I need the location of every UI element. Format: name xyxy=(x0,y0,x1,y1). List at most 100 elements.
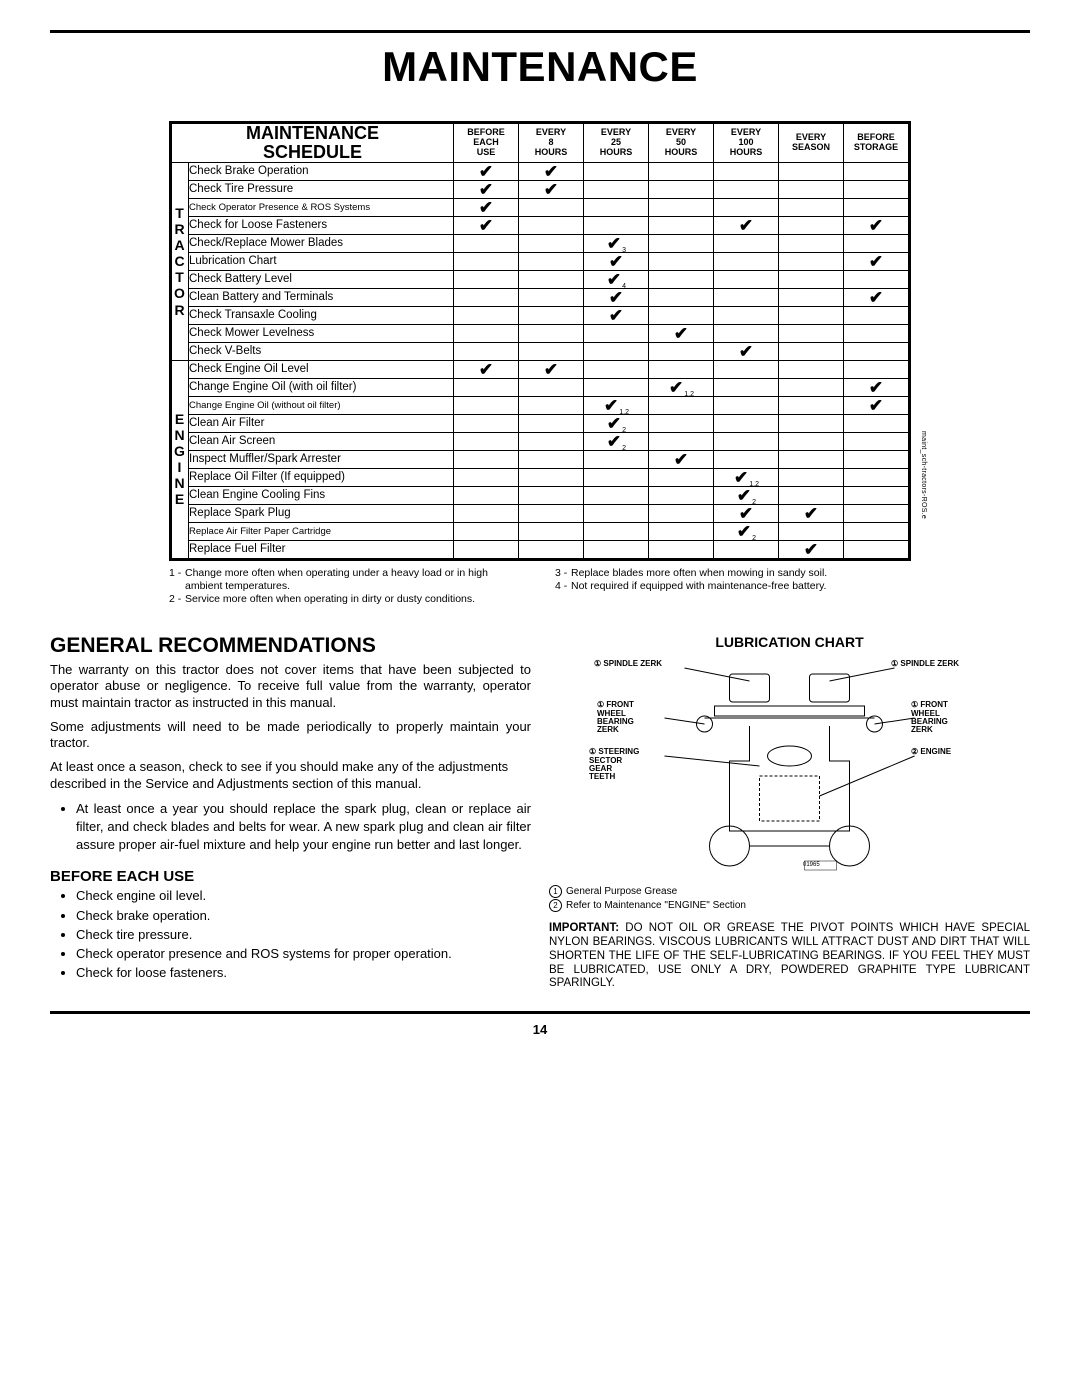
task-label: Replace Oil Filter (If equipped) xyxy=(189,468,454,486)
tick-cell xyxy=(519,252,584,270)
tick-cell xyxy=(844,198,910,216)
schedule-col-3: EVERY 50 HOURS xyxy=(649,123,714,163)
footnote: 3 -Replace blades more often when mowing… xyxy=(555,567,911,580)
tick-cell xyxy=(649,522,714,540)
footnotes-right: 3 -Replace blades more often when mowing… xyxy=(555,567,911,606)
tick-cell xyxy=(779,324,844,342)
table-row: Lubrication Chart✔✔ xyxy=(171,252,910,270)
tick-cell xyxy=(649,540,714,559)
tick-cell xyxy=(779,342,844,360)
table-row: Check Operator Presence & ROS Systems✔ xyxy=(171,198,910,216)
tick-cell: ✔ xyxy=(454,162,519,180)
tick-cell xyxy=(584,504,649,522)
table-footnotes: 1 -Change more often when operating unde… xyxy=(169,567,911,606)
lube-label-spindle-r: ① SPINDLE ZERK xyxy=(891,660,959,668)
task-label: Check Battery Level xyxy=(189,270,454,288)
task-label: Check Transaxle Cooling xyxy=(189,306,454,324)
before-use-heading: BEFORE EACH USE xyxy=(50,868,531,885)
tick-cell xyxy=(584,378,649,396)
tick-cell xyxy=(519,378,584,396)
tick-cell: ✔4 xyxy=(584,270,649,288)
tick-cell xyxy=(454,504,519,522)
tick-cell xyxy=(844,468,910,486)
table-row: Check Mower Levelness✔ xyxy=(171,324,910,342)
tick-cell xyxy=(584,522,649,540)
tick-cell xyxy=(649,486,714,504)
table-row: Change Engine Oil (with oil filter)✔1,2✔ xyxy=(171,378,910,396)
tick-cell xyxy=(584,198,649,216)
schedule-col-1: EVERY 8 HOURS xyxy=(519,123,584,163)
tick-cell: ✔ xyxy=(454,360,519,378)
table-row: Check Battery Level ✔4 xyxy=(171,270,910,288)
tick-cell xyxy=(649,360,714,378)
tick-cell xyxy=(779,414,844,432)
tick-cell xyxy=(649,504,714,522)
right-column: LUBRICATION CHART xyxy=(549,634,1030,991)
lube-label-steer: ① STEERING SECTOR GEAR TEETH xyxy=(589,748,639,782)
lube-label-engine: ② ENGINE xyxy=(911,748,951,756)
general-heading: GENERAL RECOMMENDATIONS xyxy=(50,634,531,658)
tick-cell xyxy=(779,270,844,288)
table-row: Inspect Muffler/Spark Arrester✔ xyxy=(171,450,910,468)
important-body: DO NOT OIL OR GREASE THE PIVOT POINTS WH… xyxy=(549,922,1030,989)
tick-cell xyxy=(779,252,844,270)
tick-cell xyxy=(454,522,519,540)
table-row: Replace Air Filter Paper Cartridge✔2 xyxy=(171,522,910,540)
general-p1: The warranty on this tractor does not co… xyxy=(50,662,531,711)
tick-cell xyxy=(844,162,910,180)
tick-cell xyxy=(519,540,584,559)
important-note: IMPORTANT: DO NOT OIL OR GREASE THE PIVO… xyxy=(549,922,1030,991)
tick-cell xyxy=(714,162,779,180)
tick-cell xyxy=(779,216,844,234)
tick-cell xyxy=(454,288,519,306)
footnote: 4 -Not required if equipped with mainten… xyxy=(555,580,911,593)
task-label: Lubrication Chart xyxy=(189,252,454,270)
tick-cell xyxy=(584,180,649,198)
tick-cell: ✔1,2 xyxy=(714,468,779,486)
tick-cell xyxy=(714,180,779,198)
task-label: Change Engine Oil (without oil filter) xyxy=(189,396,454,414)
tick-cell xyxy=(779,162,844,180)
tick-cell xyxy=(454,450,519,468)
tick-cell: ✔ xyxy=(454,180,519,198)
before-use-list: Check engine oil level.Check brake opera… xyxy=(50,887,531,982)
tick-cell: ✔2 xyxy=(584,432,649,450)
tick-cell xyxy=(584,324,649,342)
task-label: Check Operator Presence & ROS Systems xyxy=(189,198,454,216)
tick-cell: ✔ xyxy=(649,450,714,468)
tick-cell xyxy=(714,540,779,559)
tick-cell xyxy=(714,252,779,270)
category-label: TRACTOR xyxy=(171,162,189,360)
tick-cell xyxy=(714,270,779,288)
task-label: Check Engine Oil Level xyxy=(189,360,454,378)
tick-cell xyxy=(714,396,779,414)
tick-cell xyxy=(779,522,844,540)
tick-cell xyxy=(779,432,844,450)
task-label: Check/Replace Mower Blades xyxy=(189,234,454,252)
table-row: Replace Fuel Filter✔ xyxy=(171,540,910,559)
tick-cell: ✔ xyxy=(584,306,649,324)
tick-cell: ✔ xyxy=(519,180,584,198)
tick-cell xyxy=(519,468,584,486)
tick-cell: ✔ xyxy=(454,216,519,234)
tick-cell xyxy=(714,378,779,396)
tick-cell xyxy=(519,504,584,522)
tick-cell xyxy=(649,396,714,414)
task-label: Replace Fuel Filter xyxy=(189,540,454,559)
tick-cell xyxy=(519,342,584,360)
table-row: Check V-Belts✔ xyxy=(171,342,910,360)
task-label: Change Engine Oil (with oil filter) xyxy=(189,378,454,396)
tick-cell xyxy=(714,306,779,324)
tick-cell xyxy=(454,540,519,559)
tick-cell: ✔ xyxy=(519,162,584,180)
tick-cell xyxy=(519,396,584,414)
table-row: Change Engine Oil (without oil filter) ✔1… xyxy=(171,396,910,414)
tick-cell: ✔2 xyxy=(714,486,779,504)
tick-cell: ✔1,2 xyxy=(584,396,649,414)
tick-cell xyxy=(649,198,714,216)
list-item: Check engine oil level. xyxy=(76,887,531,905)
tick-cell xyxy=(844,234,910,252)
lube-legend: 1General Purpose Grease2Refer to Mainten… xyxy=(549,885,1030,912)
tick-cell: ✔3 xyxy=(584,234,649,252)
tick-cell xyxy=(649,162,714,180)
